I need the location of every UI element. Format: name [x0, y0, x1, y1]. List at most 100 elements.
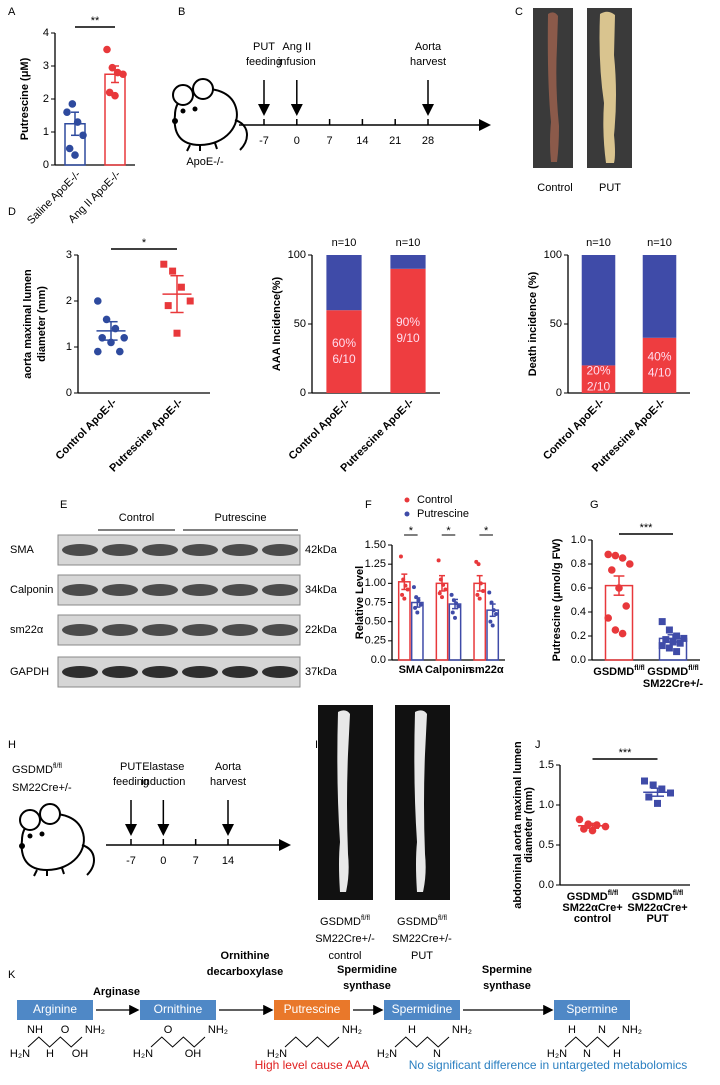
structure-atom: N — [583, 1048, 591, 1060]
label-part: GSDMD — [397, 916, 438, 928]
metabolite-box — [384, 1000, 460, 1020]
panel-letter: C — [515, 6, 523, 18]
superscript: fl/fl — [634, 665, 645, 672]
enzyme-label: Spermidine — [337, 964, 397, 976]
y-axis-title: aorta maximal lumen diameter (mm) — [22, 269, 48, 379]
superscript: fl/fl — [438, 915, 447, 922]
bar — [104, 73, 126, 166]
metabolite-box — [17, 1000, 93, 1020]
structure-atom: NH₂ — [342, 1024, 362, 1036]
image-caption: SM22Cre+/- — [392, 933, 452, 945]
y-tick-label: 100 — [544, 249, 562, 261]
structure-atom: NH — [27, 1024, 43, 1036]
event-label: feeding — [113, 776, 149, 788]
data-point — [119, 70, 127, 79]
data-point — [658, 618, 666, 626]
data-point — [654, 799, 661, 807]
event-label: Elastase — [142, 761, 184, 773]
label-part: GSDMD — [647, 666, 688, 678]
aorta-shape — [599, 11, 616, 163]
x-tick-label: sm22α — [469, 664, 504, 676]
data-point — [107, 338, 115, 347]
event-label: Aorta — [415, 41, 442, 53]
x-tick-label: Control ApoE-/- — [541, 396, 607, 462]
group-label: Putrescine — [215, 512, 267, 524]
panel-letter: E — [60, 499, 67, 511]
blot-band — [222, 584, 258, 596]
image-caption: control — [328, 950, 361, 962]
blot-band — [142, 666, 178, 678]
x-tick-label: GSDMDfl/fl — [567, 890, 619, 903]
blot-band — [102, 584, 138, 596]
y-tick-label: 0.0 — [539, 879, 554, 891]
y-tick-label: 50 — [294, 318, 306, 330]
value-label: 4/10 — [648, 366, 672, 380]
blot-band — [182, 584, 218, 596]
image-caption: Control — [537, 182, 572, 194]
event-label: feeding — [246, 56, 282, 68]
data-point — [111, 324, 120, 333]
data-point — [588, 826, 597, 835]
data-point — [403, 583, 408, 588]
metabolite-label: Spermine — [566, 1002, 618, 1016]
y-tick-label: 50 — [550, 318, 562, 330]
structure-bonds — [284, 1036, 340, 1048]
event-label: infusion — [278, 56, 316, 68]
mouse-icon — [18, 803, 95, 877]
y-tick-label: 0 — [556, 387, 562, 399]
y-axis-label: abdominal aorta maximal lumen — [512, 741, 524, 909]
y-tick-label: 1.25 — [365, 558, 386, 570]
value-label: 6/10 — [332, 352, 356, 366]
data-point — [414, 595, 419, 600]
value-label: 40% — [647, 350, 671, 364]
y-tick-label: 0 — [43, 159, 49, 171]
blot-band — [142, 624, 178, 636]
data-point — [169, 267, 177, 275]
blot-band — [62, 624, 98, 636]
blot-band — [142, 544, 178, 556]
enzyme-label: decarboxylase — [207, 966, 283, 978]
y-tick-label: 2 — [66, 295, 72, 307]
blot-band — [222, 624, 258, 636]
structure-bonds — [27, 1036, 83, 1048]
superscript: fl/fl — [361, 915, 370, 922]
metabolite-box — [140, 1000, 216, 1020]
y-tick-label: 1 — [66, 341, 72, 353]
label-part: GSDMD — [12, 764, 53, 776]
data-point — [452, 615, 457, 620]
y-axis-title: Putrescine (μmol/g FW) — [551, 538, 563, 661]
x-tick-label: Putrescine ApoE-/- — [338, 396, 416, 474]
y-axis-label: diameter (mm) — [36, 286, 48, 362]
data-point — [63, 108, 71, 116]
structure-atom: O — [61, 1024, 70, 1036]
y-axis-label: Relative Level — [354, 566, 366, 639]
y-tick-label: 0.2 — [571, 630, 586, 642]
data-point — [456, 604, 461, 609]
data-point — [450, 610, 455, 615]
data-point — [437, 591, 442, 596]
bar — [486, 609, 500, 661]
structure-atom: NH₂ — [622, 1024, 642, 1036]
data-point — [443, 587, 448, 592]
blot-band — [182, 624, 218, 636]
y-tick-label: 2 — [43, 93, 49, 105]
metabolite-label: Ornithine — [154, 1002, 203, 1016]
timeline-label: 14 — [222, 855, 234, 867]
data-point — [402, 596, 407, 601]
data-point — [680, 634, 688, 642]
strain-label: GSDMDfl/fl — [12, 763, 62, 776]
data-point — [116, 347, 124, 356]
data-point — [186, 297, 194, 305]
panel-letter: A — [8, 6, 16, 18]
bar-segment — [642, 255, 677, 338]
data-point — [454, 601, 459, 606]
y-tick-label: 1.00 — [365, 577, 386, 589]
data-point — [111, 91, 119, 100]
blot-band — [262, 544, 298, 556]
bar-segment — [390, 255, 426, 269]
event-label: PUT — [253, 41, 275, 53]
structure-atom: O — [164, 1024, 173, 1036]
enzyme-label: Spermine — [482, 964, 532, 976]
blot-band — [182, 544, 218, 556]
